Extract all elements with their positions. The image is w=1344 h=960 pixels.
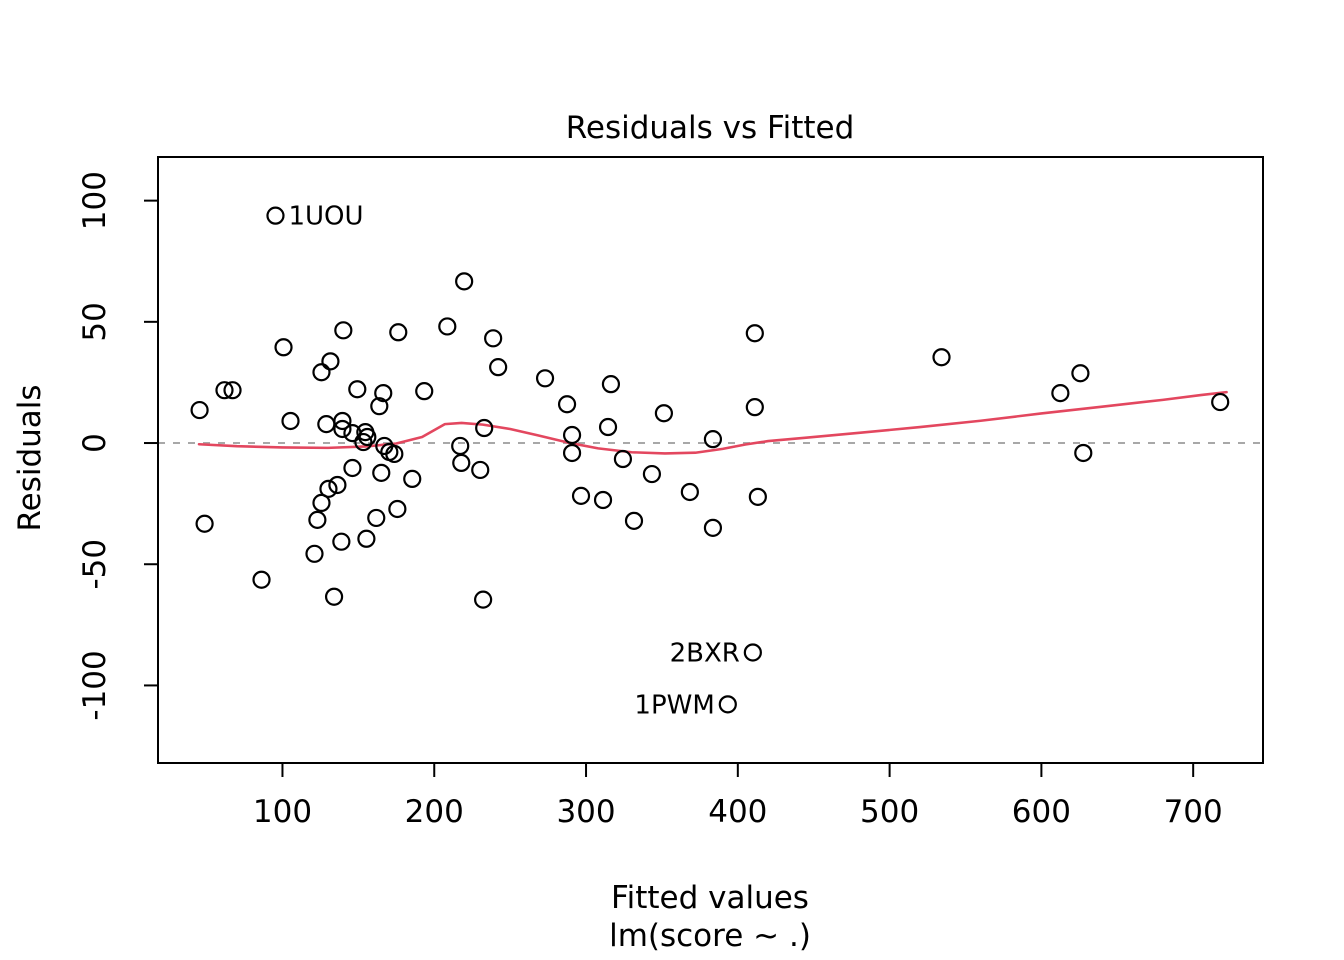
y-axis-label: Residuals: [12, 384, 48, 531]
axis-ticks-group: 100 200 300 400 500 600 700 -100 -50 0 50 100: [77, 171, 1223, 830]
data-point: [195, 514, 214, 533]
y-tick-label: -50: [77, 539, 113, 590]
data-point: [343, 458, 362, 478]
data-point: [455, 272, 474, 291]
data-point: [374, 383, 393, 403]
data-point: [598, 417, 618, 437]
x-axis-sublabel: lm(score ~ .): [609, 918, 811, 954]
data-point: [334, 321, 353, 340]
smooth-trend-line: [197, 390, 1228, 455]
data-point: [1211, 392, 1230, 412]
y-tick-label: 50: [77, 302, 113, 341]
data-point: [489, 358, 508, 377]
data-point: [317, 415, 336, 434]
data-point: [332, 532, 351, 551]
data-point: [680, 482, 699, 502]
x-tick-label: 200: [405, 794, 464, 830]
y-tick-label: 0: [77, 433, 113, 453]
data-point: [385, 444, 404, 464]
data-point: [333, 411, 352, 431]
data-point: [266, 206, 285, 225]
data-point: [274, 338, 293, 357]
data-point: [535, 369, 555, 388]
data-point: [215, 381, 234, 400]
outlier-label: 1UOU: [288, 202, 363, 232]
data-point: [328, 475, 347, 495]
data-point: [642, 464, 662, 484]
data-point: [190, 400, 209, 420]
plot-border: [157, 156, 1264, 764]
data-point: [333, 419, 352, 439]
data-point: [562, 425, 582, 445]
data-point: [321, 352, 340, 371]
data-point: [745, 398, 764, 417]
data-point: [743, 643, 762, 662]
data-point: [471, 460, 490, 480]
data-point: [324, 587, 344, 606]
data-point: [748, 487, 767, 506]
data-point: [571, 486, 591, 505]
x-tick-label: 600: [1012, 794, 1071, 830]
y-tick-label: -100: [77, 650, 113, 720]
data-point: [624, 511, 644, 530]
data-point: [451, 436, 470, 456]
x-tick-label: 100: [253, 794, 312, 830]
data-point: [1051, 383, 1070, 403]
data-point: [319, 479, 338, 498]
data-point: [252, 570, 271, 589]
data-point: [654, 404, 674, 423]
x-tick-label: 400: [708, 794, 767, 830]
outlier-label: 1PWM: [634, 690, 714, 720]
data-point: [367, 508, 386, 528]
data-point: [312, 363, 331, 382]
data-point: [718, 695, 737, 714]
data-point: [475, 418, 494, 438]
data-point: [389, 323, 408, 342]
data-point: [438, 317, 457, 336]
x-tick-label: 700: [1164, 794, 1223, 830]
data-point: [223, 381, 242, 400]
data-point: [372, 463, 391, 482]
data-point: [305, 544, 324, 563]
outlier-label: 2BXR: [670, 638, 740, 668]
data-point: [484, 329, 503, 348]
data-point: [562, 443, 582, 463]
x-tick-label: 500: [860, 794, 919, 830]
data-point: [613, 449, 633, 469]
data-point: [703, 518, 723, 537]
data-point: [1074, 443, 1093, 463]
data-point: [557, 395, 577, 414]
smooth-line-group: [197, 390, 1228, 455]
data-point: [452, 453, 471, 473]
data-point: [415, 382, 434, 401]
chart-title: Residuals vs Fitted: [566, 110, 855, 146]
data-point: [1071, 364, 1090, 383]
y-tick-label: 100: [77, 171, 113, 230]
data-point: [474, 590, 493, 609]
data-point: [354, 432, 373, 452]
data-point: [601, 375, 621, 394]
x-axis-label: Fitted values: [611, 880, 809, 916]
data-point: [357, 529, 376, 548]
data-point: [703, 430, 723, 449]
data-point: [348, 380, 367, 399]
data-points-group: [190, 206, 1230, 714]
data-point: [370, 397, 389, 416]
x-tick-label: 300: [556, 794, 615, 830]
data-point: [403, 469, 422, 489]
data-point: [932, 348, 951, 367]
data-point: [358, 427, 377, 447]
data-point: [312, 493, 331, 513]
data-point: [308, 510, 327, 529]
data-point: [388, 499, 407, 519]
data-point: [281, 411, 300, 431]
data-point: [745, 324, 764, 343]
data-point: [593, 490, 613, 510]
outlier-labels-group: 1UOU 2BXR 1PWM: [288, 202, 739, 721]
